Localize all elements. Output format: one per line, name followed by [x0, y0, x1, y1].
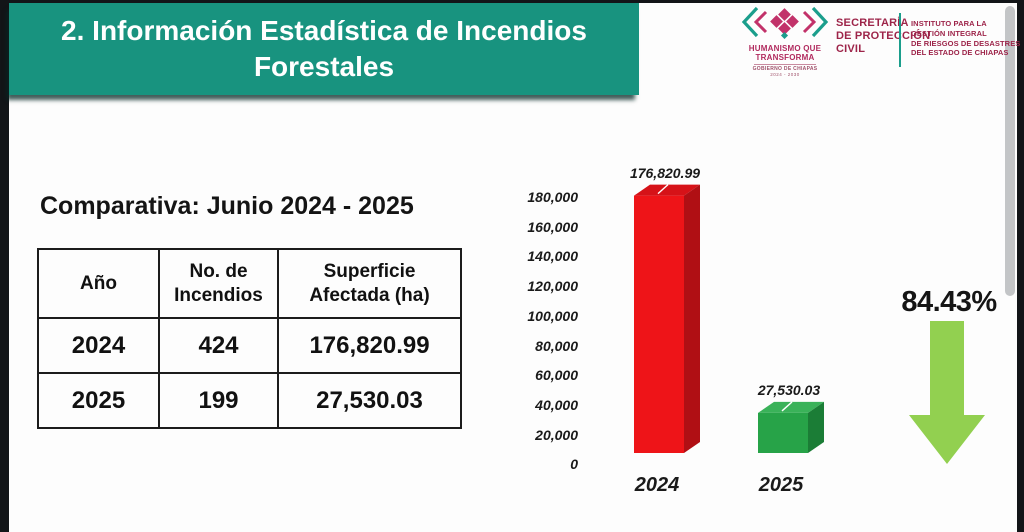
bar-value-label: 27,530.03 [757, 381, 821, 398]
y-axis-tick-label: 120,000 [527, 278, 578, 295]
bar-value-label: 176,820.99 [629, 164, 701, 181]
gobierno-logo-subtext: GOBIERNO DE CHIAPAS [752, 66, 818, 73]
down-arrow-icon [909, 321, 985, 464]
column-header-num-fires: No. de Incendios [158, 248, 279, 319]
y-axis-tick-label: 0 [570, 456, 578, 473]
slide-title: 2. Información Estadística de Incendios … [61, 14, 587, 82]
y-axis-tick-label: 180,000 [527, 189, 578, 205]
cell-year-2024: 2024 [37, 317, 160, 374]
x-axis-category-label: 2025 [758, 474, 804, 496]
secretaria-line-2: DE PROTECCIÓN [836, 30, 931, 43]
y-axis-tick-label: 160,000 [527, 218, 578, 235]
comparison-subtitle: Comparativa: Junio 2024 - 2025 [40, 192, 414, 220]
column-header-area-affected: Superficie Afectada (ha) [277, 248, 462, 319]
table-row: 2024 424 176,820.99 [37, 317, 462, 374]
y-axis-tick-label: 20,000 [535, 426, 578, 443]
cell-year-2025: 2025 [37, 372, 160, 429]
bar-side-2025 [808, 401, 824, 453]
y-axis-tick-label: 60,000 [535, 367, 578, 384]
slide-title-banner: 2. Información Estadística de Incendios … [9, 3, 639, 95]
secretaria-line-3: CIVIL [836, 43, 866, 56]
bar-front-2025 [758, 412, 808, 453]
table-row: 2025 199 27,530.03 [37, 372, 462, 429]
screenshot-border-top [0, 0, 1024, 3]
gobierno-logo-text-line2: TRANSFORMA [755, 53, 815, 63]
instituto-line-4: DEL ESTADO DE CHIAPAS [911, 48, 1009, 58]
gobierno-chiapas-logo: HUMANISMO QUE TRANSFORMA GOBIERNO DE CHI… [736, 5, 834, 77]
bar-top-2024 [634, 184, 700, 196]
gobierno-logo-rule [754, 64, 816, 66]
y-axis-tick-label: 140,000 [527, 248, 578, 265]
y-axis-tick-label: 100,000 [527, 307, 578, 324]
logo-divider-line [899, 13, 901, 67]
screenshot-border-right [1017, 0, 1024, 532]
scrollbar-thumb[interactable] [1005, 6, 1015, 296]
comparison-table: Año No. de Incendios Superficie Afectada… [37, 248, 462, 429]
y-axis-tick-label: 40,000 [535, 396, 578, 413]
bar-top-2025 [758, 401, 824, 413]
data-label-leader-line [657, 184, 669, 195]
secretaria-proteccion-civil-wordmark: SECRETARÍA DE PROTECCIÓN CIVIL [836, 17, 930, 57]
bar-side-2024 [684, 184, 700, 453]
cell-area-2025: 27,530.03 [277, 372, 462, 429]
y-axis-tick-label: 80,000 [535, 337, 578, 354]
column-header-year: Año [37, 248, 160, 319]
gobierno-logo-years: 2024 - 2030 [770, 72, 800, 78]
secretaria-line-1: SECRETARÍA [836, 17, 909, 29]
instituto-line-1: INSTITUTO PARA LA [911, 19, 987, 28]
cell-fires-2025: 199 [158, 372, 279, 429]
cell-fires-2024: 424 [158, 317, 279, 374]
screenshot-border-left [0, 0, 9, 532]
instituto-line-2: GESTIÓN INTEGRAL [911, 28, 987, 38]
bar-front-2024 [634, 195, 684, 453]
data-label-leader-line [781, 401, 793, 412]
gobierno-logo-text-line1: HUMANISMO QUE [748, 44, 822, 53]
decrease-percent-label: 84.43% [901, 286, 997, 318]
instituto-line-3: DE RIESGOS DE DESASTRES [911, 38, 1021, 48]
humanismo-heart-chevrons-icon [741, 6, 829, 40]
instituto-gestion-riesgos-wordmark: INSTITUTO PARA LA GESTIÓN INTEGRAL DE RI… [911, 19, 1020, 58]
cell-area-2024: 176,820.99 [277, 317, 462, 374]
x-axis-category-label: 2024 [634, 474, 680, 496]
table-header-row: Año No. de Incendios Superficie Afectada… [37, 248, 462, 319]
